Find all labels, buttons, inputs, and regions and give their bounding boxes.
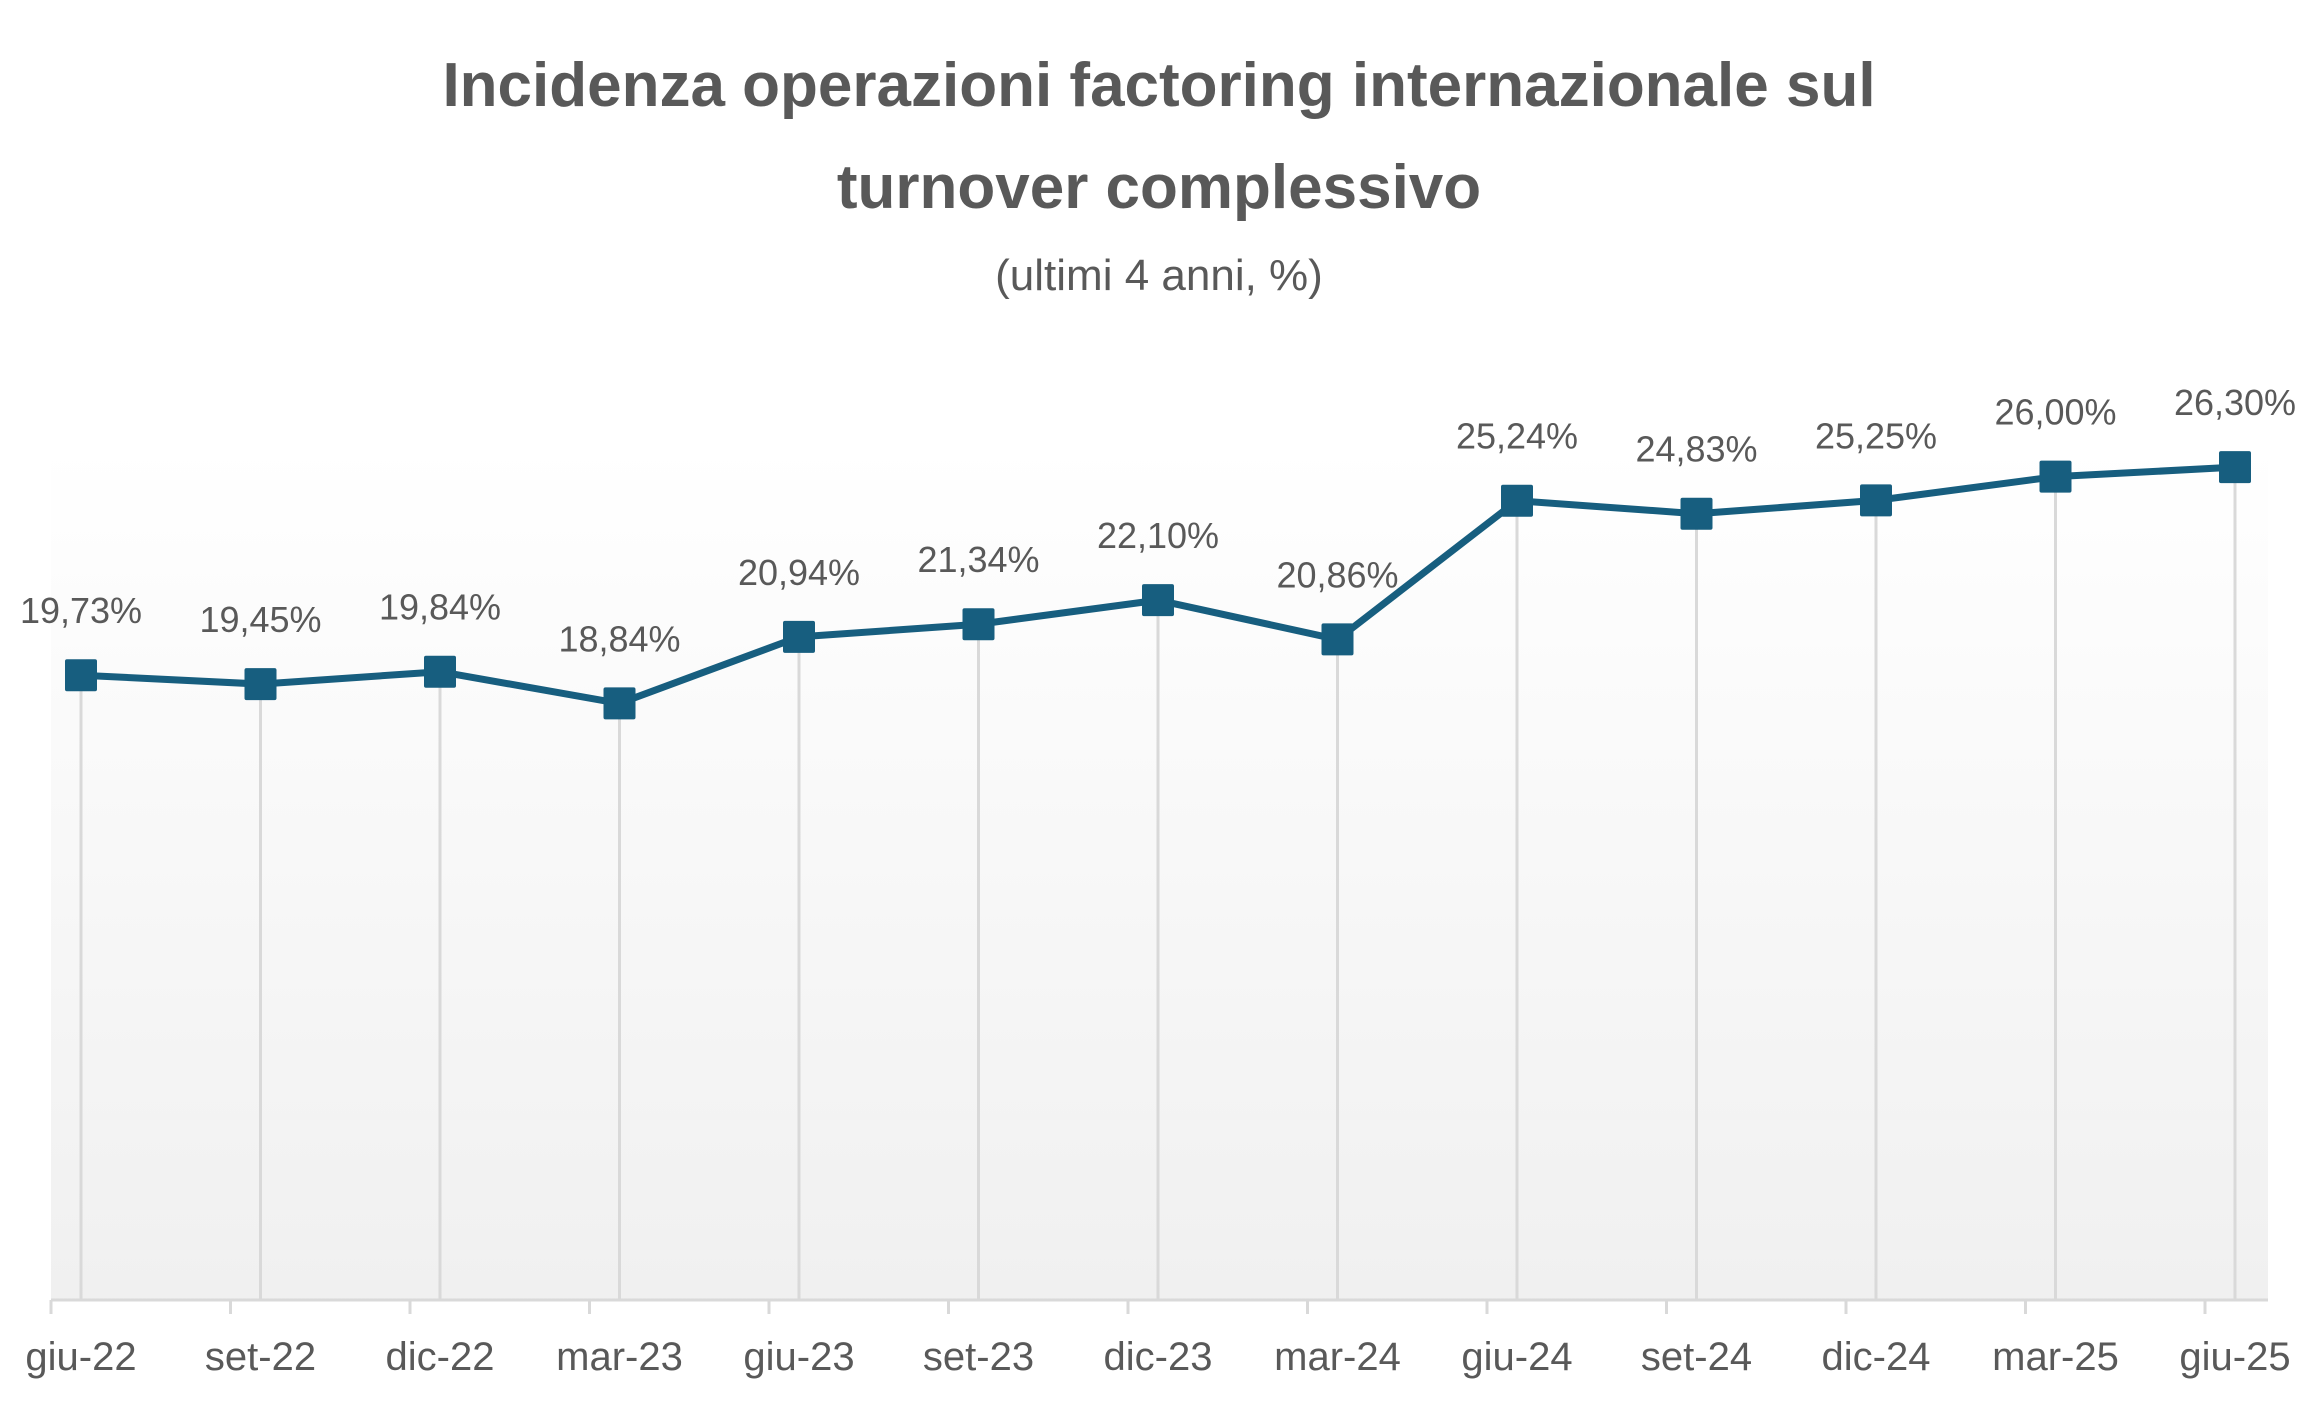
x-tick-label: mar-25 [1992,1335,2119,1379]
x-tick-label: dic-23 [1104,1335,1213,1379]
data-point-marker [1501,484,1533,517]
data-label: 26,30% [2174,382,2296,423]
data-point-marker [1860,484,1892,517]
data-label: 22,10% [1097,515,1219,556]
data-point-marker [244,668,277,701]
x-tick-label: dic-22 [386,1335,495,1379]
data-point-marker [424,655,456,688]
data-label: 18,84% [558,618,680,659]
data-label: 25,24% [1456,416,1578,457]
data-label: 19,45% [199,599,321,640]
chart-title-line-1: Incidenza operazioni factoring internazi… [442,51,1875,120]
data-point-marker [962,608,995,641]
data-label: 19,73% [20,590,142,631]
data-point-marker [603,687,636,720]
data-label: 21,34% [917,539,1039,580]
data-label: 25,25% [1815,415,1937,456]
x-tick-label: mar-24 [1274,1335,1401,1379]
data-point-marker [1321,623,1354,656]
x-tick-label: mar-23 [556,1335,683,1379]
data-label: 20,94% [738,552,860,593]
x-tick-label: set-22 [205,1335,316,1379]
data-label: 26,00% [1994,392,2116,433]
x-tick-label: giu-24 [1461,1335,1572,1379]
x-tick-label: giu-25 [2179,1335,2290,1379]
data-point-marker [65,659,97,692]
data-point-marker [1142,584,1174,617]
data-point-marker [783,620,815,653]
x-tick-label: set-23 [923,1335,1034,1379]
x-tick-label: dic-24 [1822,1335,1931,1379]
data-point-marker [2039,460,2072,493]
data-label: 20,86% [1276,554,1398,595]
data-label: 19,84% [379,587,501,628]
data-point-marker [1680,497,1713,530]
chart-title-line-2: turnover complessivo [837,153,1481,222]
chart-subtitle: (ultimi 4 anni, %) [995,251,1323,300]
x-tick-label: giu-23 [743,1335,854,1379]
data-point-marker [2219,451,2251,484]
x-tick-label: set-24 [1641,1335,1752,1379]
data-label: 24,83% [1635,429,1757,470]
x-tick-label: giu-22 [25,1335,136,1379]
